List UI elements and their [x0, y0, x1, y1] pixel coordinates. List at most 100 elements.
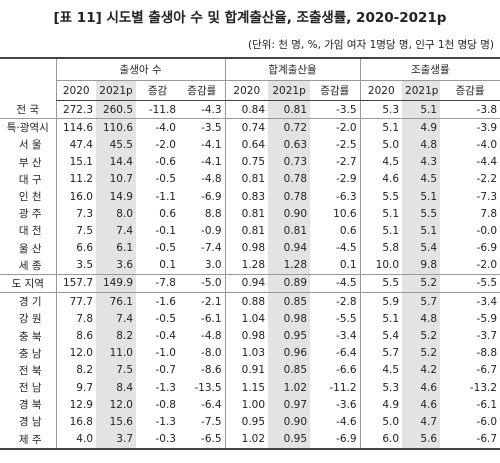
cell: 0.81: [268, 100, 311, 120]
cell: 5.1: [402, 100, 441, 120]
cell: -4.8: [201, 330, 222, 343]
group-header: 합계출산율: [224, 57, 361, 81]
row-label: 서 울: [18, 139, 42, 152]
cell: -6.9: [201, 190, 222, 203]
cell: 114.6: [55, 118, 96, 137]
cell: 11.0: [96, 344, 136, 362]
cell: 5.4: [402, 239, 441, 257]
cell: 4.5: [359, 361, 403, 379]
table-row: 세 종 3.5 3.6 0.1 3.0 1.28 1.28 0.1 10.0 9.8 -2.0: [0, 256, 500, 275]
cell: -0.7: [155, 364, 177, 377]
row-label: 특·광역시: [6, 122, 49, 135]
cell: -6.1: [476, 398, 498, 411]
cell: -3.8: [440, 100, 500, 120]
cell: 0.95: [268, 327, 311, 345]
row-label: 충 남: [18, 347, 42, 360]
cell: 5.5: [402, 205, 441, 223]
column-header: 증감률: [310, 80, 361, 101]
cell: 14.4: [96, 153, 136, 171]
cell: 0.95: [224, 413, 269, 431]
cell: 0.81: [224, 205, 269, 223]
cell: -4.1: [201, 156, 222, 169]
column-header: 증감률: [440, 80, 500, 101]
cell: 5.5: [359, 274, 403, 294]
cell: 260.5: [96, 100, 136, 120]
cell: 5.3: [359, 379, 403, 397]
cell: 7.4: [96, 222, 136, 240]
table-row: 부 산 15.1 14.4 -0.6 -4.1 0.75 0.73 -2.7 4.5 4.3 -4.…: [0, 153, 500, 171]
cell: 12.0: [55, 344, 96, 362]
cell: 0.88: [224, 292, 269, 311]
cell: 5.2: [402, 344, 441, 362]
cell: 5.9: [359, 292, 403, 311]
cell: -6.7: [440, 430, 500, 450]
cell: 9.7: [55, 379, 96, 397]
cell: -7.4: [201, 242, 222, 255]
cell: 5.0: [359, 136, 403, 154]
cell: 11.2: [55, 170, 96, 188]
cell: -2.1: [201, 295, 222, 308]
cell: 0.90: [268, 205, 311, 223]
cell: -0.3: [136, 430, 179, 450]
cell: -4.6: [336, 415, 357, 428]
cell: 0.84: [224, 100, 269, 120]
cell: 4.9: [402, 118, 441, 137]
cell: -1.1: [155, 190, 177, 203]
cell: 3.5: [55, 256, 96, 275]
table-row: 경 북 12.9 12.0 -0.8 -6.4 1.00 0.97 -3.6 4.9 4.6 -6.…: [0, 396, 500, 414]
cell: -13.5: [194, 381, 222, 394]
cell: -4.3: [179, 100, 226, 120]
cell: 8.2: [96, 327, 136, 345]
cell: 1.15: [224, 379, 269, 397]
cell: 7.5: [55, 222, 96, 240]
cell: -2.5: [336, 138, 357, 151]
row-label: 광 주: [18, 208, 42, 221]
cell: 7.8: [480, 207, 498, 220]
cell: 0.6: [339, 224, 357, 237]
cell: 9.8: [402, 256, 441, 275]
title: [표 11] 시도별 출생아 수 및 합계출산율, 조출생률, 2020-202…: [53, 10, 447, 26]
cell: 4.6: [359, 170, 403, 188]
table-row: 전 국 272.3 260.5 -11.8 -4.3 0.84 0.81 -3.5 5.3 5.1…: [0, 100, 500, 120]
cell: 5.6: [402, 430, 441, 450]
cell: 0.90: [268, 413, 311, 431]
table-row: 서 울 47.4 45.5 -2.0 -4.1 0.64 0.63 -2.5 5.0 4.8 -4.…: [0, 136, 500, 154]
cell: -0.5: [155, 242, 177, 255]
cell: -2.0: [440, 256, 500, 275]
cell: 4.3: [402, 153, 441, 171]
table-row: 울 산 6.6 6.1 -0.5 -7.4 0.98 0.94 -4.5 5.8 5.4 -6.9: [0, 239, 500, 257]
group-header: 출생아 수: [55, 57, 226, 81]
table-row: 대 구 11.2 10.7 -0.5 -4.8 0.81 0.78 -2.9 4.6 4.5 -2.…: [0, 170, 500, 188]
cell: -6.6: [336, 364, 357, 377]
cell: -5.5: [440, 274, 500, 294]
cell: -7.8: [136, 274, 179, 294]
cell: -0.0: [476, 224, 498, 237]
table-row: 강 원 7.8 7.4 -0.5 -6.1 1.04 0.98 -5.5 5.1 4.8 -5.9: [0, 310, 500, 328]
cell: 7.3: [55, 205, 96, 223]
cell: 3.7: [96, 430, 136, 450]
cell: 0.97: [268, 396, 311, 414]
table-row: 전 북 8.2 7.5 -0.7 -8.6 0.91 0.85 -6.6 4.5 4.2 -6.7: [0, 361, 500, 379]
cell: -1.3: [155, 415, 177, 428]
cell: -0.4: [155, 330, 177, 343]
cell: 10.7: [96, 170, 136, 188]
row-label: 전 국: [0, 100, 56, 120]
cell: 5.5: [359, 187, 403, 206]
cell: -0.8: [155, 398, 177, 411]
cell: 5.1: [359, 205, 403, 223]
table-row: 특·광역시 114.6 110.6 -4.0 -3.5 0.74 0.72 -2.0 5.1 4.…: [0, 118, 500, 137]
cell: -3.4: [476, 295, 498, 308]
cell: -1.3: [155, 381, 177, 394]
cell: -3.9: [476, 121, 498, 134]
cell: 4.8: [402, 310, 441, 328]
cell: -2.0: [155, 138, 177, 151]
cell: 0.81: [224, 170, 269, 188]
cell: 0.74: [224, 118, 269, 137]
row-label: 전 북: [18, 364, 42, 377]
cell: 47.4: [55, 136, 96, 154]
cell: 5.7: [402, 292, 441, 311]
table-row: 대 전 7.5 7.4 -0.1 -0.9 0.81 0.81 0.6 5.1 5.1 -0.0: [0, 222, 500, 240]
cell: 4.6: [402, 396, 441, 414]
cell: -1.0: [155, 347, 177, 360]
